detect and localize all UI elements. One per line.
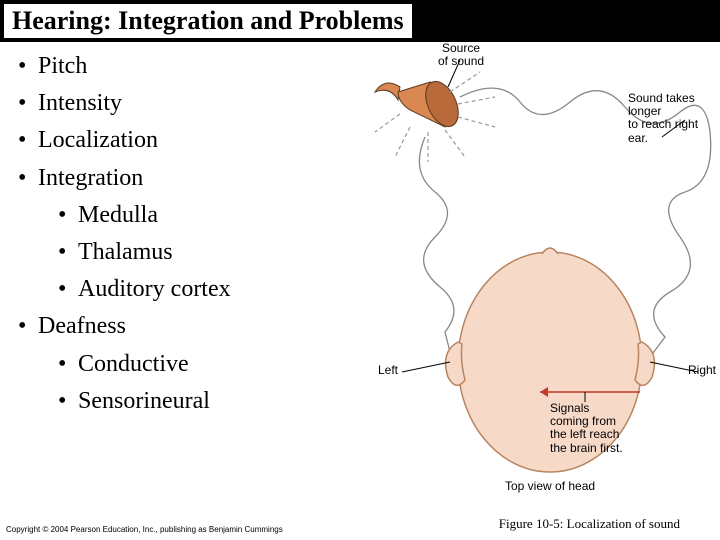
bullet-deafness-label: Deafness <box>38 313 126 339</box>
label-signals: Signals coming from the left reach the b… <box>550 402 640 455</box>
content-area: Pitch Intensity Localization Integration… <box>0 42 720 512</box>
bullet-medulla: Medulla <box>38 197 350 234</box>
bullet-deafness: Deafness Conductive Sensorineural <box>18 308 350 420</box>
slide-title: Hearing: Integration and Problems <box>4 4 412 38</box>
bullet-pitch: Pitch <box>18 48 350 85</box>
bullet-auditory: Auditory cortex <box>38 271 350 308</box>
bullet-sensorineural: Sensorineural <box>38 383 350 420</box>
bullet-conductive: Conductive <box>38 346 350 383</box>
copyright-text: Copyright © 2004 Pearson Education, Inc.… <box>6 525 283 534</box>
diagram-area: Source of sound Sound takes longer to re… <box>350 42 720 512</box>
bullet-localization: Localization <box>18 122 350 159</box>
bullet-intensity: Intensity <box>18 85 350 122</box>
label-right: Right <box>688 364 716 377</box>
title-bar: Hearing: Integration and Problems <box>0 0 720 42</box>
label-source: Source of sound <box>438 42 484 68</box>
bullet-thalamus: Thalamus <box>38 234 350 271</box>
label-left: Left <box>378 364 398 377</box>
bullet-column: Pitch Intensity Localization Integration… <box>0 42 350 512</box>
bullet-integration: Integration Medulla Thalamus Auditory co… <box>18 160 350 309</box>
label-topview: Top view of head <box>505 480 595 493</box>
label-right-note: Sound takes longer to reach right ear. <box>628 92 720 145</box>
figure-caption: Figure 10-5: Localization of sound <box>499 516 680 532</box>
bullet-integration-label: Integration <box>38 165 143 191</box>
